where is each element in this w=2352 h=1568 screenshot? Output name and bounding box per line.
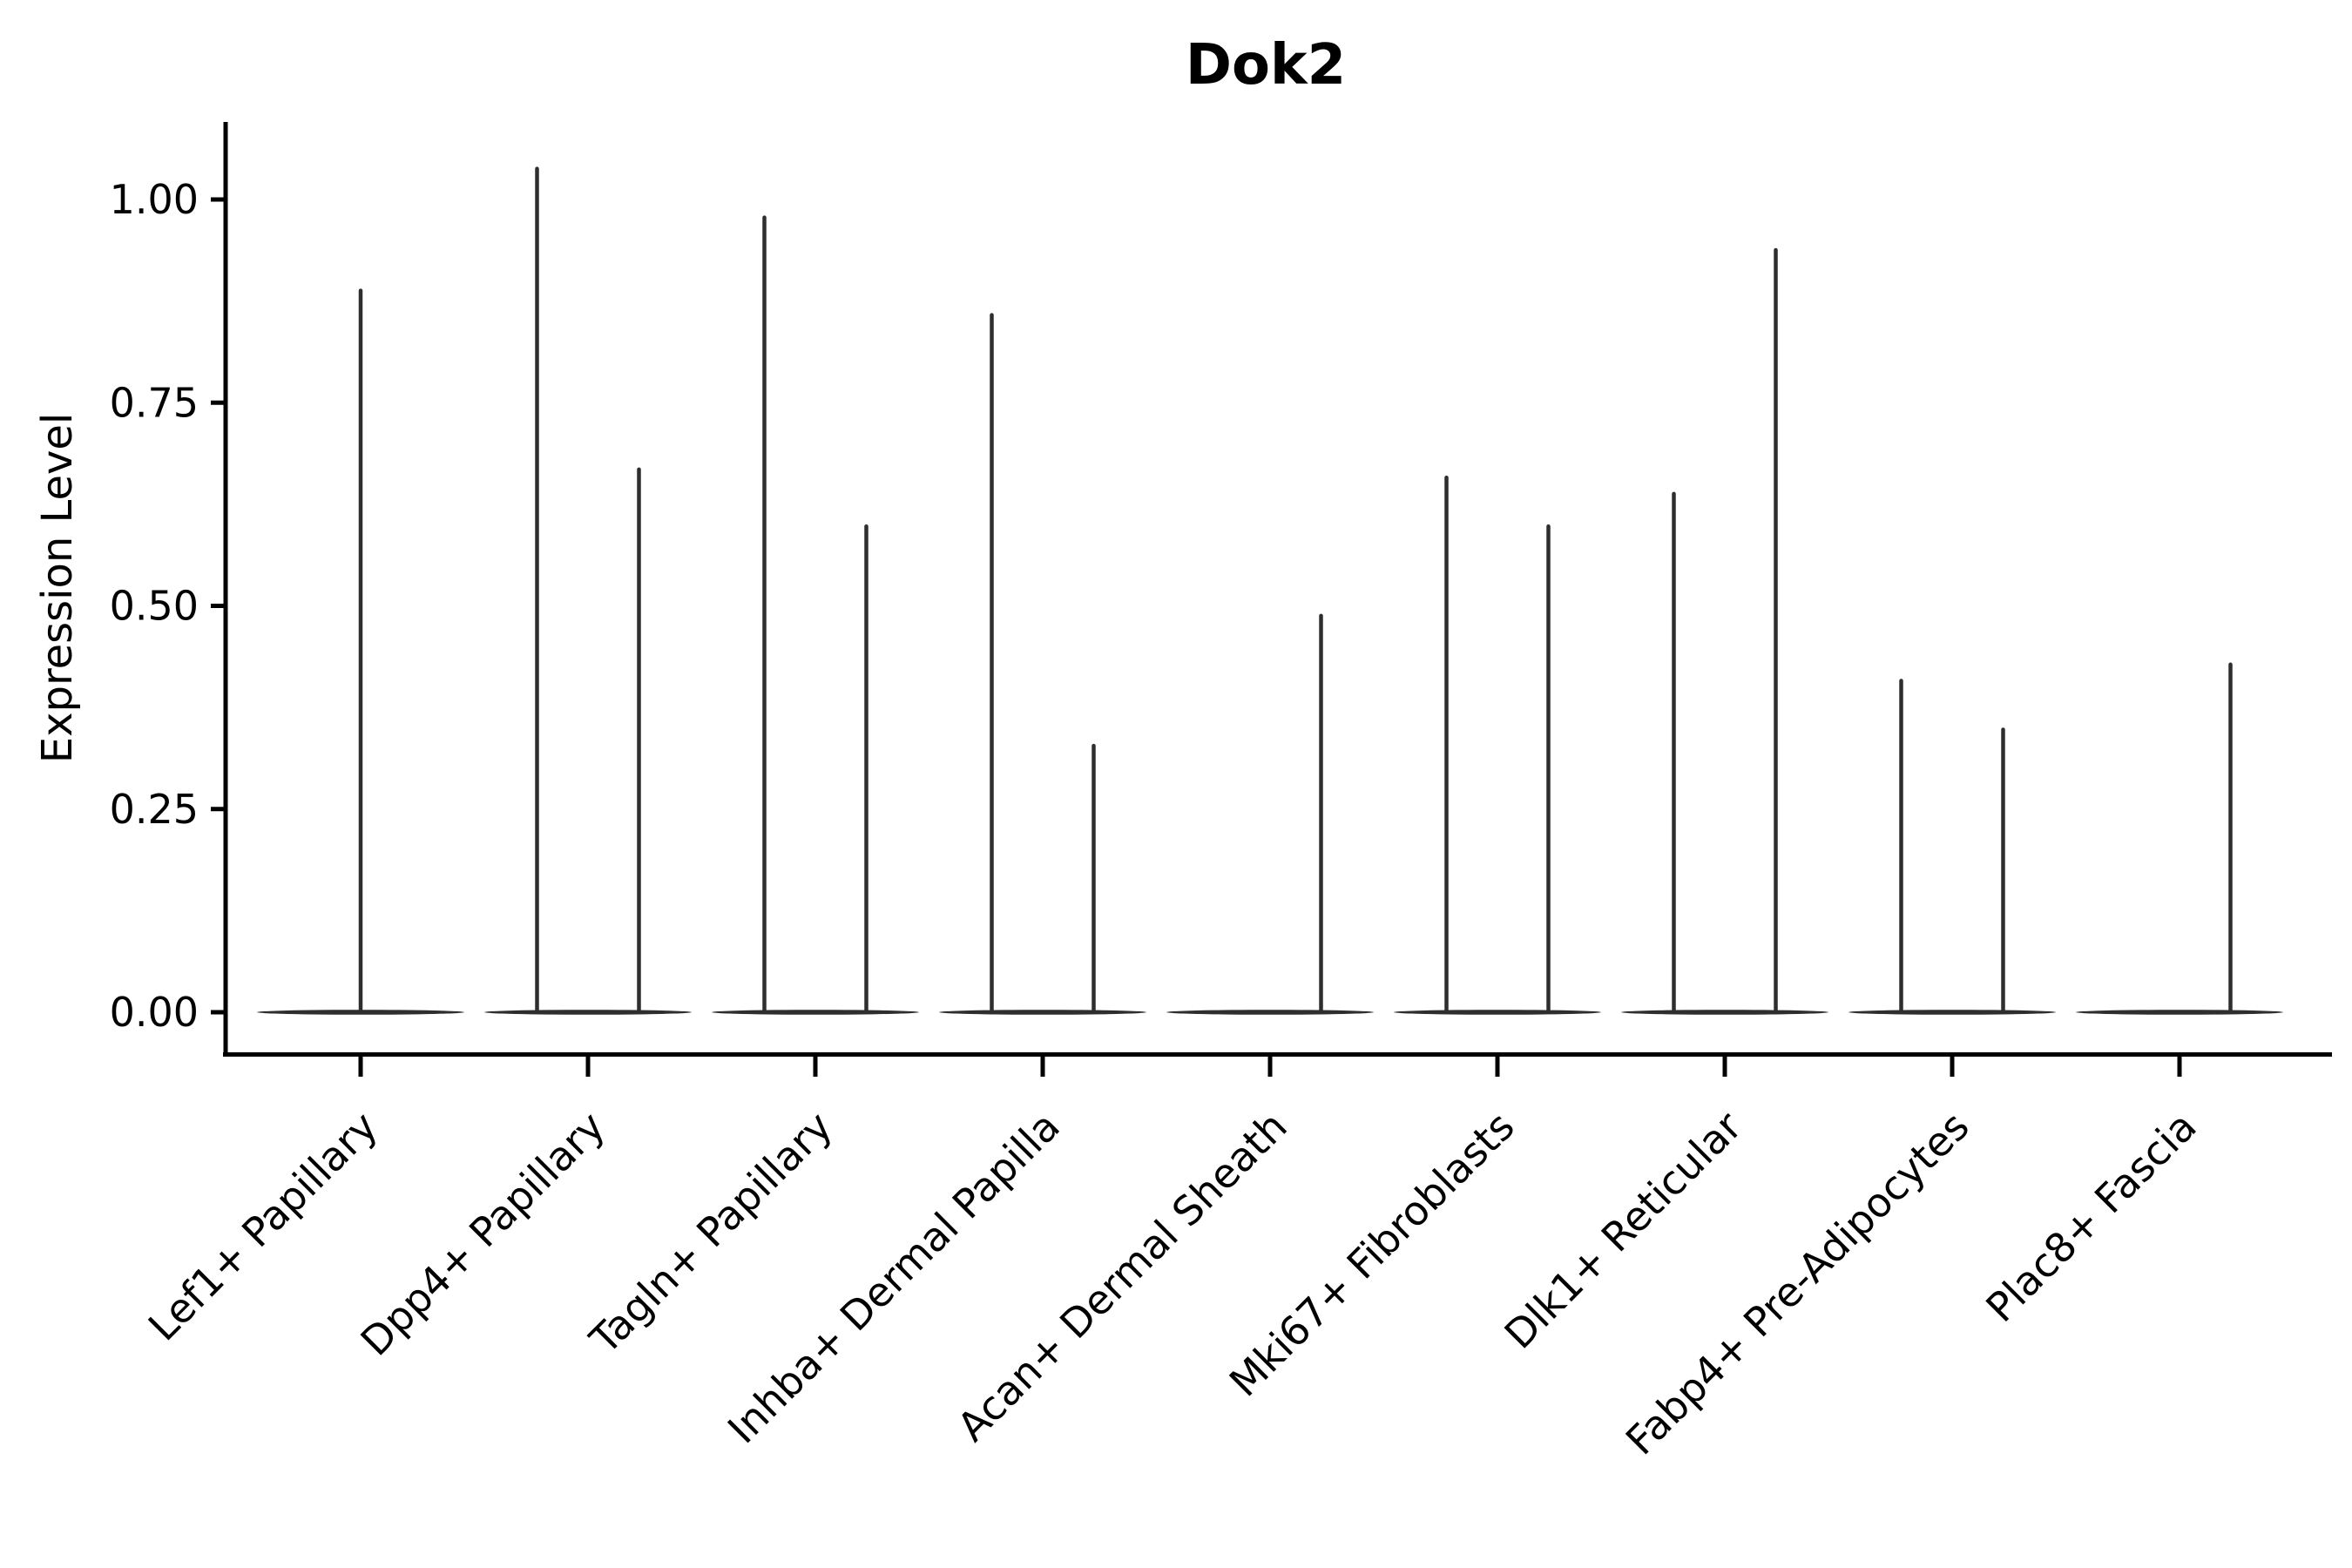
violin-baseline-body [1621,1010,1828,1015]
violin-baseline-body [2076,1010,2283,1015]
y-tick-label: 0.50 [110,583,199,630]
y-tick-label: 0.75 [110,379,199,426]
y-tick-label: 0.00 [110,989,199,1036]
x-tick-label: Dpp4+ Papillary [352,1103,614,1365]
y-tick-label: 1.00 [110,176,199,223]
y-tick-label: 0.25 [110,786,199,833]
violin-baseline-body [1166,1010,1374,1015]
violin-baseline-body [939,1010,1146,1015]
violin-baseline-body [712,1010,919,1015]
x-tick-label: Lef1+ Papillary [139,1103,387,1350]
violin-baseline-body [1848,1010,2056,1015]
violin-baseline-body [484,1010,692,1015]
x-tick-label: Plac8+ Fascia [1977,1103,2205,1331]
violin-baseline-body [1394,1010,1601,1015]
chart-layer: 0.00 0.25 0.50 0.75 1.00 Lef1+ PapillaryDpp4+… [110,122,2332,1464]
x-tick-label: Dlk1+ Reticular [1496,1103,1751,1358]
chart-title: Dok2 [1186,33,1346,98]
x-tick-label: Tagln+ Papillary [580,1103,841,1364]
y-axis-label: Expression Level [33,413,82,764]
